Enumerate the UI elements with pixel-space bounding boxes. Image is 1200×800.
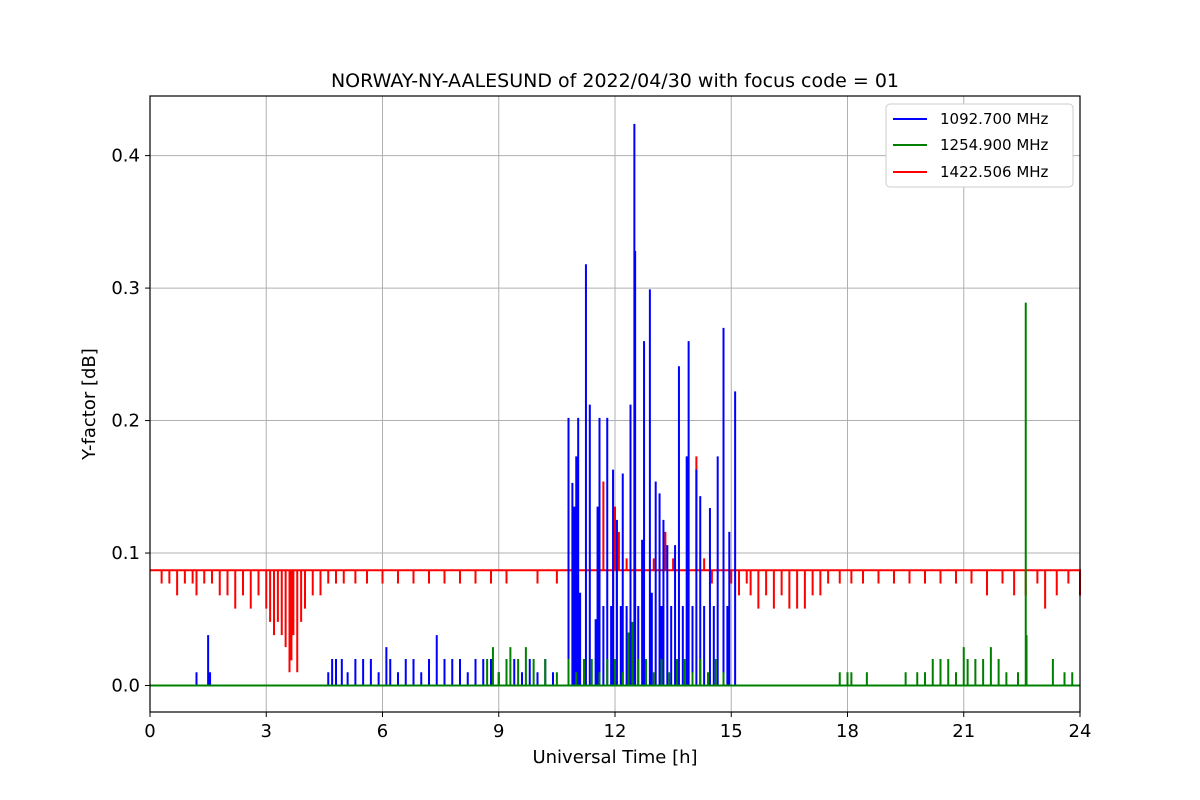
y-tick-label: 0.3 [111,278,140,299]
legend-box [885,103,1074,188]
axes: 0 3 6 9 12 15 18 21 24 0.0 0.1 0.2 0.3 0.4 [111,146,1091,742]
plot-series [150,123,1081,687]
x-axis-label: Universal Time [h] [532,747,697,768]
x-tick-label: 12 [604,721,627,742]
y-tick-label: 0.1 [111,543,140,564]
x-tick-label: 15 [720,721,743,742]
y-axis-label: Y-factor [dB] [79,348,100,461]
y-tick-label: 0.0 [111,676,140,697]
x-tick-label: 6 [377,721,388,742]
legend-label-1422: 1422.506 MHz [940,163,1049,181]
x-tick-label: 21 [952,721,975,742]
x-tick-label: 24 [1069,721,1092,742]
series-line-1254 [150,302,1080,687]
series-line-1422 [150,456,1081,673]
x-tick-label: 0 [144,721,155,742]
x-tick-label: 18 [836,721,859,742]
legend-label-1254: 1254.900 MHz [940,136,1049,154]
legend-label-1092: 1092.700 MHz [940,110,1049,128]
x-tick-label: 9 [493,721,504,742]
y-tick-label: 0.4 [111,146,140,167]
legend: 1092.700 MHz 1254.900 MHz 1422.506 MHz [885,103,1074,188]
chart-title: NORWAY-NY-AALESUND of 2022/04/30 with fo… [331,70,899,92]
x-tick-label: 3 [261,721,272,742]
y-tick-label: 0.2 [111,411,140,432]
